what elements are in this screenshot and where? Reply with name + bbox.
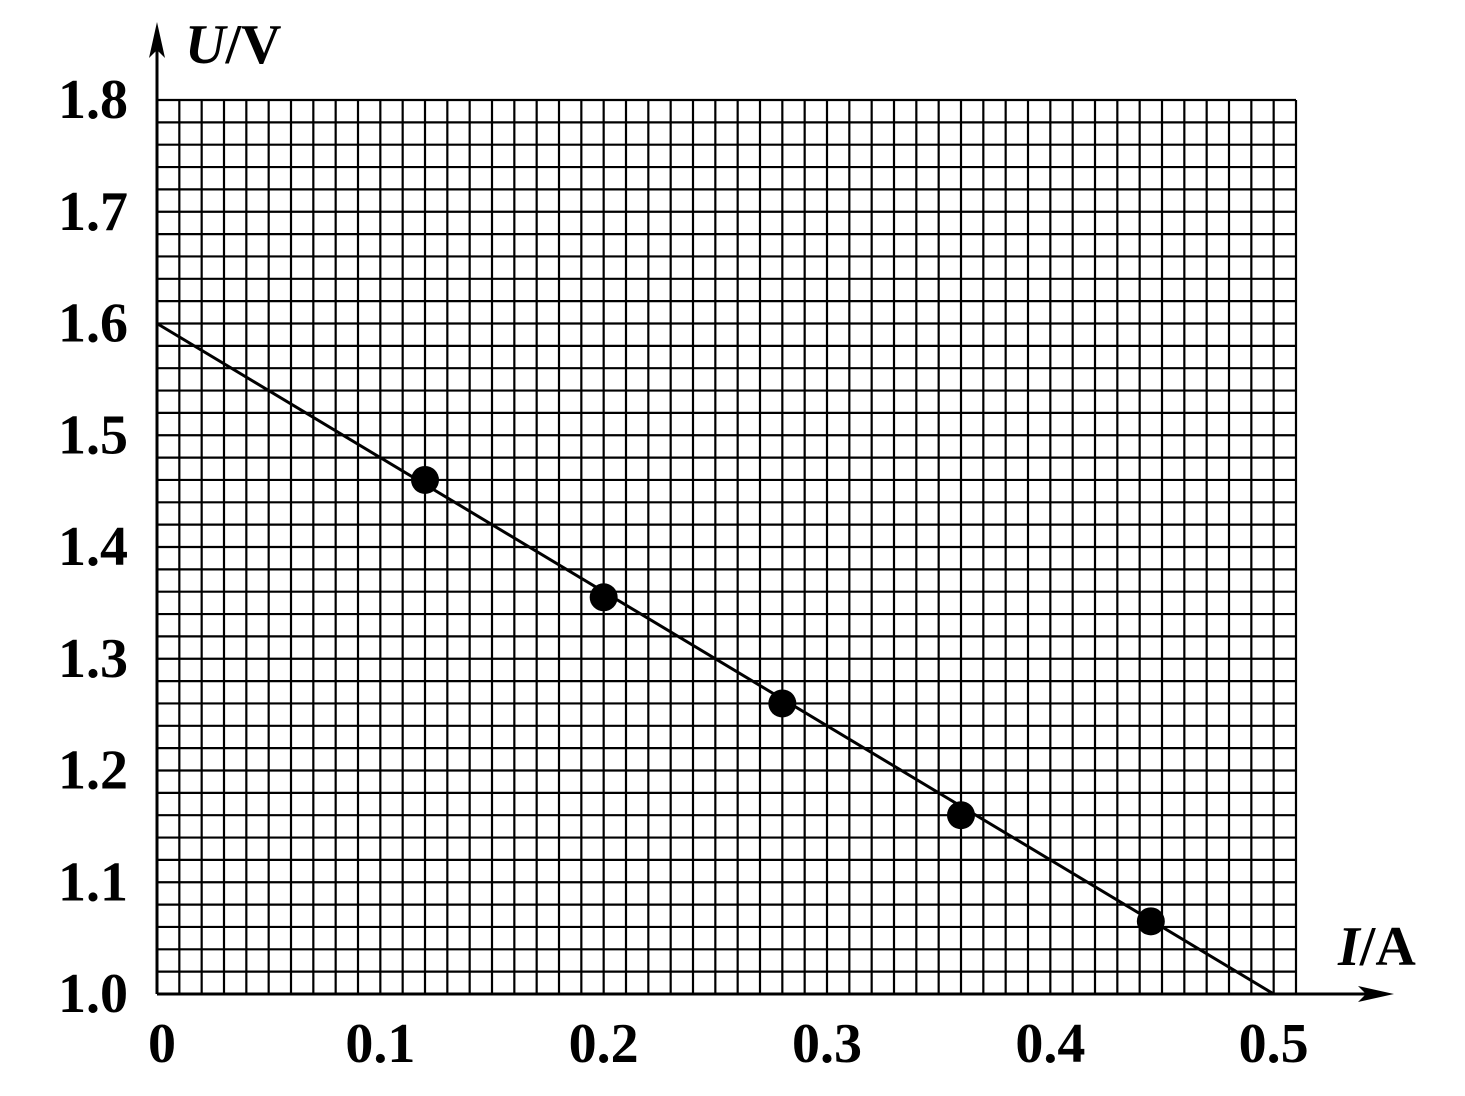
fit-line: [156, 322, 1275, 996]
x-axis-arrow: [1358, 986, 1394, 1002]
y-tick-label: 1.7: [58, 181, 128, 243]
fit-line-group: [156, 322, 1275, 996]
y-tick-label: 1.5: [58, 404, 128, 466]
x-tick-label: 0.3: [792, 1013, 862, 1075]
data-point: [589, 583, 618, 612]
x-tick-label: 0.1: [345, 1013, 415, 1075]
x-axis-variable: I: [1337, 916, 1362, 978]
y-tick-label: 1.3: [58, 628, 128, 690]
y-tick-label: 1.0: [58, 963, 128, 1025]
y-tick-label: 1.1: [58, 851, 128, 913]
y-tick-label: 1.2: [58, 740, 128, 802]
data-point: [768, 689, 797, 718]
x-tick-label: 0.4: [1015, 1013, 1085, 1075]
x-axis-title: I/A: [1337, 916, 1416, 978]
y-tick-label: 1.6: [58, 293, 128, 355]
y-axis-unit: /V: [224, 14, 281, 76]
x-tick-label: 0.2: [569, 1013, 639, 1075]
data-point: [1136, 907, 1165, 936]
y-axis-arrow: [149, 22, 165, 58]
x-axis-unit: /A: [1359, 916, 1417, 978]
x-tick-label: 0.5: [1239, 1013, 1309, 1075]
y-tick-labels: 1.0 1.1 1.2 1.3 1.4 1.5 1.6 1.7 1.8: [58, 69, 128, 1025]
x-tick-label: 0: [148, 1013, 176, 1075]
y-axis-title: U/V: [185, 14, 281, 76]
data-point: [947, 801, 975, 830]
data-points: [411, 465, 1165, 936]
y-tick-label: 1.4: [58, 516, 128, 578]
data-point: [411, 465, 439, 494]
y-axis-variable: U: [185, 14, 228, 76]
axes: [149, 22, 1394, 1002]
grid: [155, 98, 1298, 996]
x-tick-labels: 0 0.1 0.2 0.3 0.4 0.5: [148, 1013, 1309, 1075]
y-tick-label: 1.8: [58, 69, 128, 131]
